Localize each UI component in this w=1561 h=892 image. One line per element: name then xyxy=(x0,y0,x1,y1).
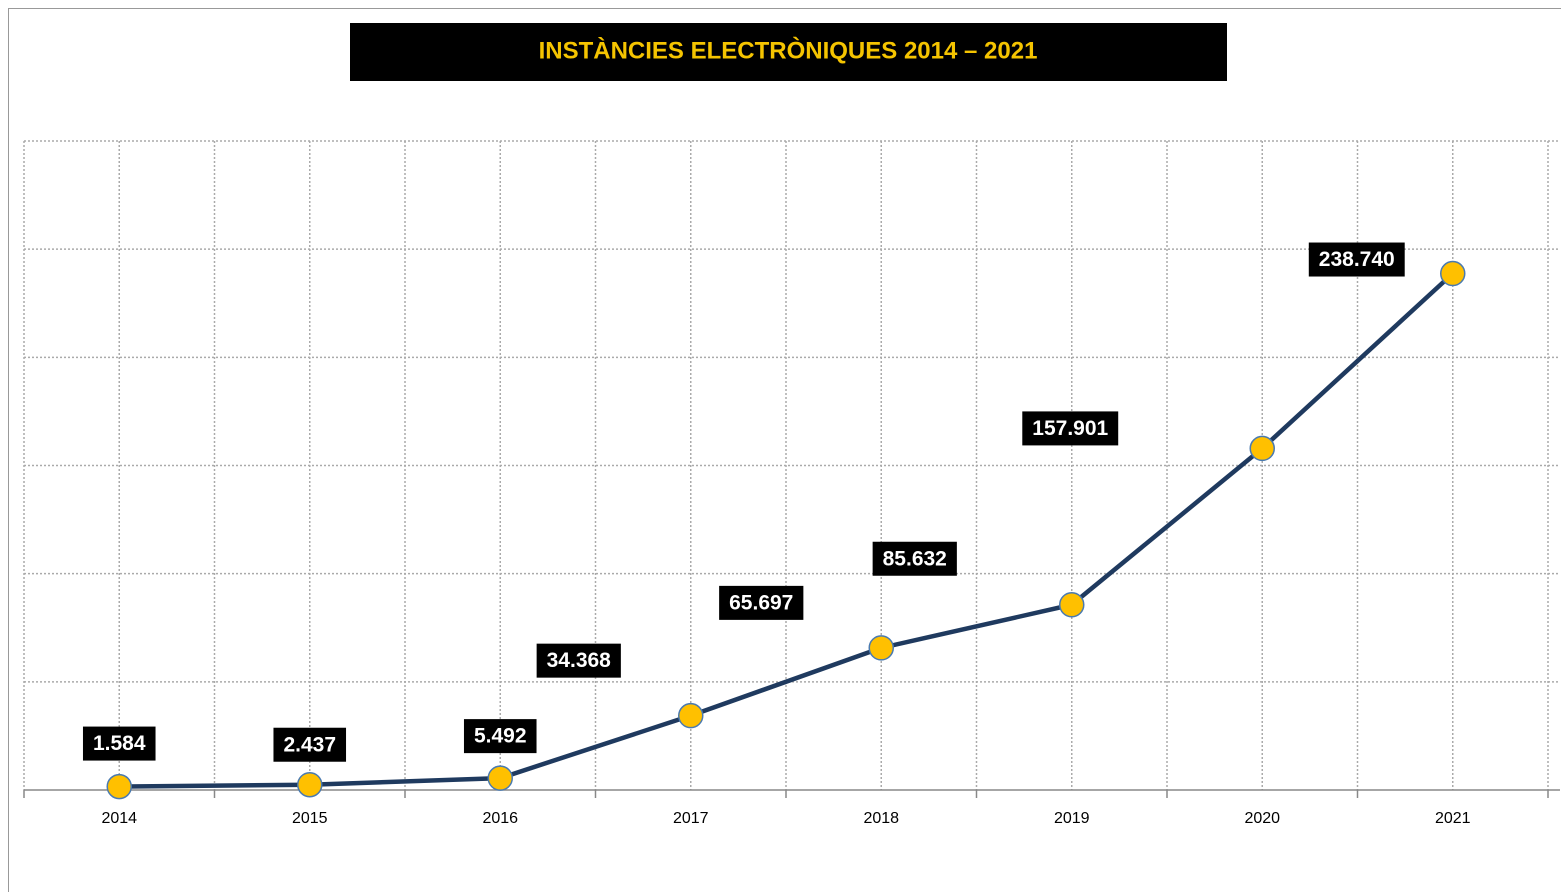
value-label-box xyxy=(536,643,621,678)
value-label-box xyxy=(463,719,537,754)
value-label: 2.437 xyxy=(283,733,336,756)
marker xyxy=(487,765,513,791)
value-label: 157.901 xyxy=(1032,417,1108,440)
x-tick-label: 2016 xyxy=(482,810,518,827)
x-tick-label: 2019 xyxy=(1054,810,1090,827)
value-label: 238.740 xyxy=(1319,248,1395,271)
value-label-box xyxy=(82,726,156,761)
value-label-box xyxy=(273,727,347,762)
value-label-box xyxy=(1022,411,1119,446)
marker xyxy=(1059,591,1085,618)
title-box xyxy=(350,23,1227,81)
x-tick-label: 2020 xyxy=(1244,810,1280,827)
value-label-box xyxy=(1308,242,1405,277)
value-label-box xyxy=(872,541,957,576)
value-label: 65.697 xyxy=(729,591,793,614)
x-tick-label: 2018 xyxy=(863,810,899,827)
x-tick-label: 2015 xyxy=(292,810,328,827)
marker xyxy=(297,771,323,798)
value-label-box xyxy=(719,585,804,620)
marker xyxy=(106,773,132,800)
marker xyxy=(868,635,894,661)
marker xyxy=(678,702,704,729)
value-label: 5.492 xyxy=(474,725,527,748)
value-label: 34.368 xyxy=(547,649,612,672)
x-tick-label: 2014 xyxy=(101,810,137,827)
x-tick-label: 2017 xyxy=(673,810,709,827)
frame xyxy=(8,8,1561,892)
marker xyxy=(1440,260,1466,287)
line xyxy=(119,271,1455,789)
chart-title: INSTÀNCIES ELECTRÒNIQUES 2014 – 2021 xyxy=(539,36,1038,64)
marker xyxy=(1249,435,1275,462)
value-label: 1.584 xyxy=(93,732,146,755)
x-tick-label: 2021 xyxy=(1435,810,1471,827)
value-label: 85.632 xyxy=(883,547,947,570)
